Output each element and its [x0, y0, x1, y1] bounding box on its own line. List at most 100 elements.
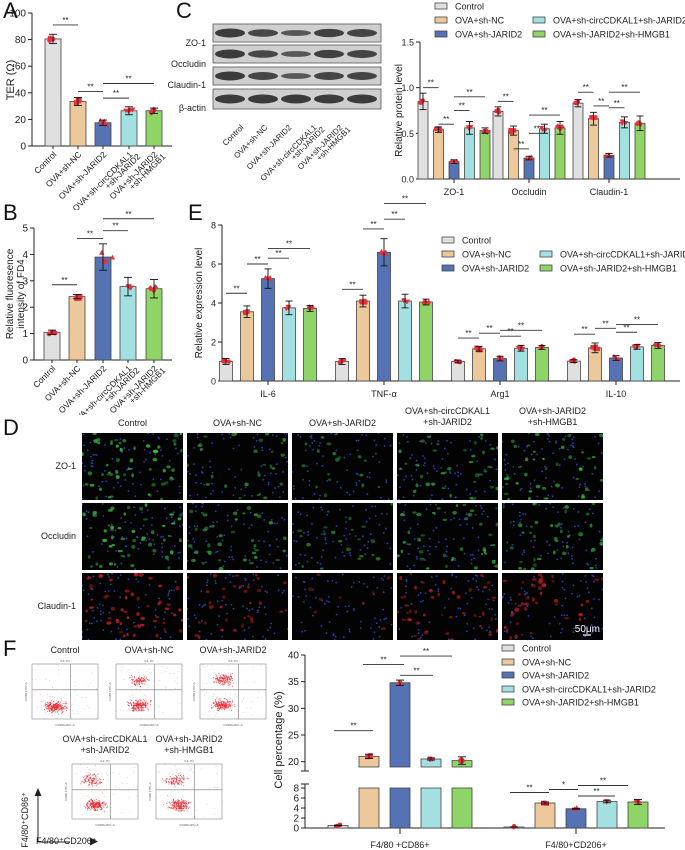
svg-text:2: 2	[22, 303, 28, 314]
svg-text:**: **	[370, 220, 376, 229]
blot-label-occludin: Occludin	[170, 59, 206, 69]
svg-text:**: **	[254, 255, 260, 264]
svg-text:6: 6	[293, 794, 299, 805]
immunofluorescence-row-label: Claudin-1	[37, 600, 76, 611]
svg-text:**: **	[423, 647, 429, 656]
svg-text:**: **	[518, 140, 524, 149]
svg-text:**: **	[634, 315, 640, 324]
svg-text:**: **	[443, 115, 449, 124]
svg-text:TNF-α: TNF-α	[371, 389, 397, 399]
svg-text:2: 2	[293, 814, 299, 825]
svg-text:3: 3	[22, 276, 28, 287]
flow-plot-title: Control	[50, 645, 80, 655]
svg-text:Control: Control	[462, 236, 491, 246]
flow-scatter-plot: 3-1: P1 CD206 APC-A CD86 FITC-A	[64, 759, 139, 827]
svg-text:OVA+sh-JARID2: OVA+sh-JARID2	[522, 671, 589, 681]
svg-text:**: **	[598, 97, 604, 106]
svg-text:Control: Control	[455, 2, 484, 12]
chart-e: 0 2 4 6 8 Relative expression level IL-6 ** ** **…	[194, 195, 685, 399]
svg-text:40: 40	[288, 651, 300, 662]
flow-plot-title: OVA+sh-NC	[124, 645, 174, 655]
svg-text:CD206 APC-A: CD206 APC-A	[55, 723, 74, 727]
svg-text:OVA+sh-JARID2+sh-HMGB1: OVA+sh-JARID2+sh-HMGB1	[560, 264, 677, 274]
svg-text:**: **	[507, 327, 513, 336]
microscopy-image: 50μm	[502, 573, 603, 640]
svg-text:CD206 APC-A: CD206 APC-A	[223, 723, 242, 727]
svg-text:Control: Control	[522, 644, 551, 654]
svg-text:**: **	[413, 666, 419, 675]
svg-text:60: 60	[15, 62, 27, 73]
immunofluorescence-column-title: OVA+sh-JARID2 +sh-HMGB1	[518, 406, 587, 427]
svg-text:CD86 FITC-A: CD86 FITC-A	[108, 682, 112, 700]
microscopy-image	[82, 503, 183, 570]
flow-x-axis-label: F4/80⁺CD206⁺	[36, 836, 97, 846]
svg-text:CD86 FITC-A: CD86 FITC-A	[64, 782, 68, 800]
svg-text:**: **	[581, 325, 587, 334]
svg-text:OVA+sh-circCDKAL1+sh-JARID2: OVA+sh-circCDKAL1+sh-JARID2	[553, 16, 685, 26]
svg-text:**: **	[61, 276, 67, 285]
svg-text:35: 35	[288, 677, 300, 688]
flow-axes-legend: F4/80⁺CD86⁺	[20, 788, 70, 848]
svg-text:**: **	[402, 195, 408, 204]
microscopy-image	[292, 573, 393, 640]
blot-label-claudin1: Claudin-1	[167, 80, 206, 90]
svg-text:**: **	[286, 239, 292, 248]
microscopy-image	[82, 573, 183, 640]
svg-text:OVA+sh-JARID2+sh-HMGB1: OVA+sh-JARID2+sh-HMGB1	[522, 698, 639, 708]
svg-text:30: 30	[288, 704, 300, 715]
svg-text:Relative protein level: Relative protein level	[394, 64, 405, 157]
microscopy-image	[397, 503, 498, 570]
panel-letter-c: C	[176, 0, 192, 23]
svg-text:**: **	[534, 124, 540, 133]
blot-image	[212, 23, 382, 110]
svg-text:**: **	[233, 284, 239, 293]
svg-text:0.5: 0.5	[401, 129, 414, 139]
svg-text:TER (Ω): TER (Ω)	[5, 60, 17, 101]
svg-text:**: **	[486, 324, 492, 333]
blot-label-bactin: β-actin	[178, 103, 206, 113]
svg-text:OVA+sh-NC: OVA+sh-NC	[462, 250, 512, 260]
svg-text:4: 4	[22, 250, 28, 261]
immunofluorescence-row-label: Occludin	[40, 530, 76, 541]
microscopy-image	[502, 503, 603, 570]
svg-text:50μm: 50μm	[575, 624, 600, 635]
microscopy-image	[397, 433, 498, 500]
blot-label-zo1: ZO-1	[185, 38, 206, 48]
svg-text:CD206 APC-A: CD206 APC-A	[95, 823, 114, 827]
svg-text:CD206 APC-A: CD206 APC-A	[139, 723, 158, 727]
svg-text:CD86 FITC-A: CD86 FITC-A	[24, 682, 28, 700]
flow-scatter-plot: 3-1: P1 CD206 APC-A CD86 FITC-A	[192, 659, 267, 727]
svg-text:**: **	[391, 210, 397, 219]
panel-letter-b: B	[3, 200, 18, 225]
svg-text:1.5: 1.5	[401, 38, 414, 48]
flow-scatter-plot: 3-1: P1 CD206 APC-A CD86 FITC-A	[108, 659, 183, 727]
chart-b: 0 1 2 3 4 5 Relative fluoresence intensity of F…	[5, 210, 172, 415]
svg-text:**: **	[349, 280, 355, 289]
svg-text:OVA+sh-NC: OVA+sh-NC	[455, 16, 505, 26]
svg-text:3-1: P1: 3-1: P1	[228, 659, 238, 663]
svg-text:**: **	[275, 249, 281, 258]
svg-text:**: **	[602, 319, 608, 328]
arrow-right-icon	[90, 837, 98, 846]
microscopy-image	[187, 433, 288, 500]
svg-text:**: **	[62, 16, 68, 25]
svg-text:0: 0	[293, 824, 299, 835]
svg-text:40: 40	[15, 88, 27, 99]
svg-text:Relative fluoresence: Relative fluoresence	[5, 248, 16, 339]
svg-text:**: **	[583, 83, 589, 92]
svg-text:OVA+sh-NC: OVA+sh-NC	[522, 658, 572, 668]
chart-c: 0.0 0.5 1.0 1.5 Relative protein level ZO-1 **…	[394, 2, 685, 198]
svg-text:**: **	[518, 321, 524, 330]
microscopy-image	[292, 503, 393, 570]
panel-letter-a: A	[3, 0, 18, 23]
svg-text:80: 80	[15, 35, 27, 46]
svg-text:**: **	[621, 83, 627, 92]
svg-text:OVA+sh-JARID2: OVA+sh-JARID2	[455, 30, 522, 40]
svg-text:3-1: P1: 3-1: P1	[144, 659, 154, 663]
svg-text:20: 20	[15, 115, 27, 126]
svg-text:5: 5	[22, 224, 28, 235]
svg-text:**: **	[113, 89, 119, 98]
svg-text:CD86 FITC-A: CD86 FITC-A	[148, 782, 152, 800]
svg-text:**: **	[465, 329, 471, 338]
